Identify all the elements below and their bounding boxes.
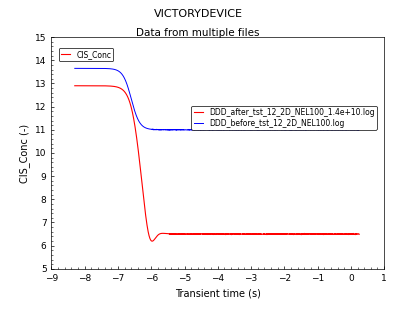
DDD_before_tst_12_2D_NEL100.log [357,128,362,132]
Text: Data from multiple files: Data from multiple files [136,28,260,38]
Text: VICTORYDEVICE: VICTORYDEVICE [154,9,242,19]
DDD_before_tst_12_2D_NEL100.log [203,128,208,131]
X-axis label: Transient time (s): Transient time (s) [175,288,261,298]
DDD_after_tst_12_2D_NEL100_1.4e+10.log [211,232,215,236]
DDD_before_tst_12_2D_NEL100.log [348,128,353,131]
DDD_before_tst_12_2D_NEL100.log [211,128,215,131]
DDD_after_tst_12_2D_NEL100_1.4e+10.log [297,232,301,236]
Line: DDD_after_tst_12_2D_NEL100_1.4e+10.log: DDD_after_tst_12_2D_NEL100_1.4e+10.log [75,86,359,241]
DDD_before_tst_12_2D_NEL100.log [87,66,91,70]
DDD_before_tst_12_2D_NEL100.log [207,128,212,132]
DDD_after_tst_12_2D_NEL100_1.4e+10.log [72,84,77,88]
DDD_after_tst_12_2D_NEL100_1.4e+10.log [348,232,353,236]
Y-axis label: CIS_Conc (-): CIS_Conc (-) [19,123,30,183]
Legend: DDD_after_tst_12_2D_NEL100_1.4e+10.log, DDD_before_tst_12_2D_NEL100.log: DDD_after_tst_12_2D_NEL100_1.4e+10.log, … [192,106,377,130]
DDD_after_tst_12_2D_NEL100_1.4e+10.log [357,232,362,236]
DDD_after_tst_12_2D_NEL100_1.4e+10.log [349,232,354,236]
DDD_before_tst_12_2D_NEL100.log [349,128,354,132]
DDD_after_tst_12_2D_NEL100_1.4e+10.log [150,239,154,243]
Line: DDD_before_tst_12_2D_NEL100.log: DDD_before_tst_12_2D_NEL100.log [75,68,359,130]
DDD_before_tst_12_2D_NEL100.log [297,128,301,132]
DDD_after_tst_12_2D_NEL100_1.4e+10.log [87,84,91,88]
DDD_before_tst_12_2D_NEL100.log [72,66,77,70]
DDD_after_tst_12_2D_NEL100_1.4e+10.log [203,232,208,236]
